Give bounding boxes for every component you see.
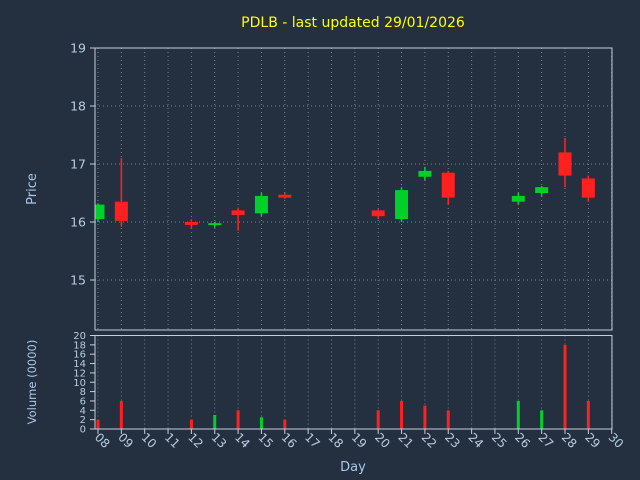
candle-body-day-16 [278,194,292,198]
x-tick-label: 16 [279,430,300,451]
candle-body-day-22 [418,170,432,177]
candle-body-day-26 [511,195,525,202]
x-tick-label: 21 [395,430,416,451]
volume-bar-day-22 [423,405,427,429]
volume-tick-label: 0 [80,425,86,436]
volume-tick-label: 16 [73,350,86,361]
candle-body-day-13 [208,223,222,226]
candle-body-day-21 [395,190,409,220]
price-panel-border [94,47,613,331]
volume-bar-day-21 [400,400,404,429]
volume-bar-day-28 [563,344,567,429]
volume-bar-day-27 [540,410,544,429]
candle-body-day-29 [581,178,595,198]
volume-tick-label: 18 [73,340,86,351]
x-axis-label: Day [340,460,366,475]
volume-bar-day-15 [259,417,263,429]
price-axis-label: Price [25,173,40,205]
volume-bar-day-13 [213,414,217,429]
x-tick-label: 25 [489,430,510,451]
candle-body-day-14 [231,210,245,216]
x-tick-label: 09 [115,430,136,451]
candle-body-day-12 [184,222,198,225]
x-tick-label: 30 [606,430,627,451]
price-tick-label: 16 [70,215,86,230]
candle-body-day-23 [441,172,455,198]
x-tick-label: 15 [255,430,276,451]
price-tick-label: 18 [70,99,86,114]
candle-body-day-28 [558,152,572,176]
volume-tick-label: 10 [73,378,86,389]
x-tick-label: 10 [139,430,160,451]
volume-bar-day-12 [189,419,193,429]
volume-bar-day-8 [96,419,100,429]
x-tick-label: 20 [372,430,393,451]
volume-bar-day-14 [236,410,240,429]
x-tick-label: 23 [442,430,463,451]
x-tick-label: 28 [559,430,580,451]
volume-bar-day-26 [516,400,520,429]
candle-body-day-9 [114,201,128,221]
candle-body-day-15 [254,195,268,214]
volume-axis-label: Volume (0000) [25,340,39,425]
x-tick-label: 13 [209,430,230,451]
volume-tick-label: 4 [80,406,86,417]
volume-bar-day-23 [446,410,450,429]
x-tick-label: 22 [419,430,440,451]
volume-bar-day-9 [119,400,123,429]
candle-body-day-20 [371,210,385,217]
volume-tick-label: 6 [80,396,86,407]
volume-tick-label: 2 [80,415,86,426]
x-tick-label: 24 [465,430,486,451]
price-tick-label: 17 [70,157,86,172]
x-tick-label: 14 [232,430,253,451]
x-tick-label: 11 [162,430,183,451]
chart-title: PDLB - last updated 29/01/2026 [241,15,465,31]
volume-bar-day-20 [376,410,380,429]
price-tick-label: 19 [70,41,86,56]
x-tick-label: 08 [92,430,113,451]
x-tick-label: 29 [582,430,603,451]
x-tick-label: 18 [325,430,346,451]
x-tick-label: 19 [349,430,370,451]
volume-bar-day-16 [283,419,287,429]
volume-tick-label: 20 [73,331,86,342]
x-tick-label: 26 [512,430,533,451]
candle-body-day-27 [535,187,549,193]
volume-tick-label: 8 [80,387,86,398]
x-tick-label: 17 [302,430,323,451]
volume-bar-day-29 [586,400,590,429]
x-tick-label: 27 [536,430,557,451]
volume-panel-border [94,335,613,430]
price-tick-label: 15 [70,273,86,288]
candle-body-day-8 [95,204,105,220]
x-tick-label: 12 [185,430,206,451]
volume-tick-label: 14 [73,359,86,370]
volume-tick-label: 12 [73,368,86,379]
